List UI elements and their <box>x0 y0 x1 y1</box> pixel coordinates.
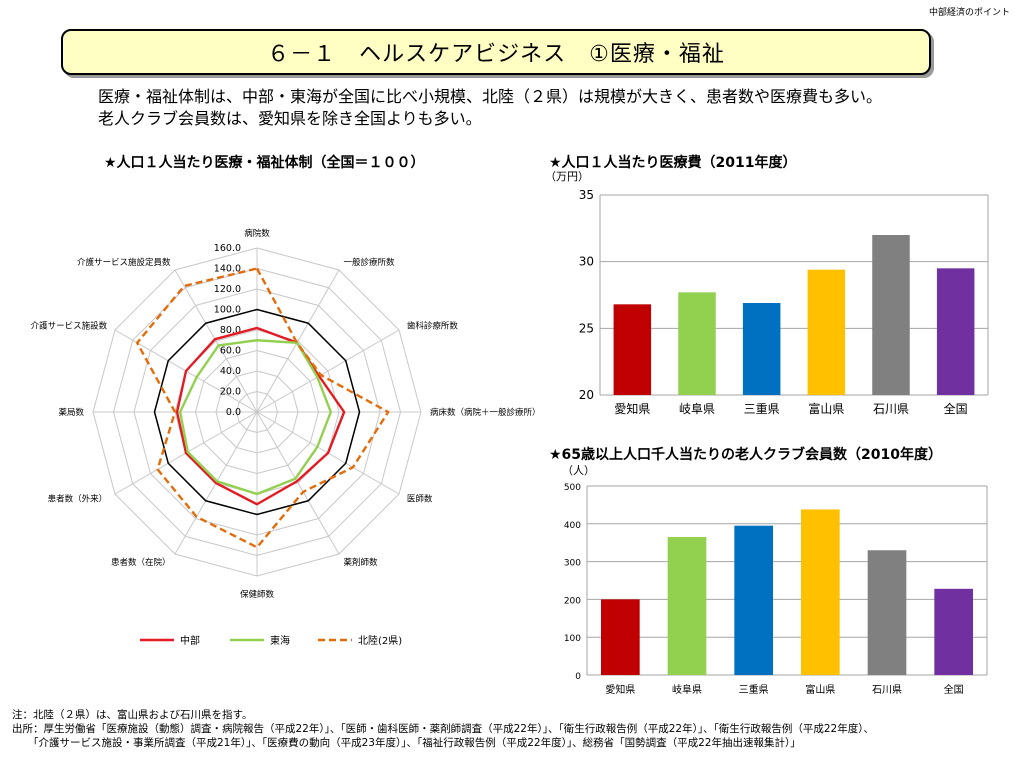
page-title: ６－１ ヘルスケアビジネス ①医療・福祉 <box>61 29 931 75</box>
source-line-2: 「介護サービス施設・事業所調査（平成21年）」、「医療費の動向（平成23年度）」… <box>28 737 801 749</box>
y-tick-label: 35 <box>579 188 594 202</box>
bar <box>936 268 975 395</box>
radar-series-line <box>135 267 390 549</box>
y-tick-label: 30 <box>579 255 594 269</box>
radar-tick-label: 80.0 <box>220 325 241 336</box>
bar <box>872 235 910 395</box>
radar-chart-title: ★人口１人当たり医療・福祉体制（全国＝１００） <box>104 155 425 171</box>
y-tick-label: 0 <box>575 672 581 682</box>
legend-label: 東海 <box>270 634 290 647</box>
radar-axis-label: 患者数（外来） <box>48 494 108 505</box>
radar-tick-label: 40.0 <box>220 366 241 377</box>
x-tick-label: 富山県 <box>808 401 844 416</box>
medical-cost-chart: 20 25 30 35 愛知県 岐阜県 三重県 富山県 石川県 全国 <box>579 188 989 416</box>
bar <box>601 599 640 675</box>
radar-series-line <box>175 326 346 506</box>
y-tick-label: 500 <box>564 483 581 493</box>
bar <box>867 550 907 675</box>
radar-spoke <box>256 411 340 555</box>
bar <box>742 303 781 395</box>
x-tick-label: 富山県 <box>805 683 835 696</box>
y-tick-label: 400 <box>564 521 581 531</box>
radar-axis-label: 介護サービス施設数 <box>31 321 108 332</box>
x-tick-label: 全国 <box>944 683 964 696</box>
radar-chart: 0.020.040.060.080.0100.0120.0140.0160.0病… <box>31 228 541 647</box>
bar <box>613 304 652 395</box>
bar <box>667 537 707 675</box>
x-tick-label: 石川県 <box>873 402 909 416</box>
radar-spoke <box>174 269 258 413</box>
radar-spoke <box>256 269 340 413</box>
radar-tick-label: 140.0 <box>214 264 241 275</box>
notes: 注：北陸（２県）は、富山県および石川県を指す。 出所：厚生労働省「医療施設（動態… <box>12 708 874 750</box>
legend-label: 北陸(2県) <box>358 634 402 647</box>
radar-reference-ring <box>153 308 361 516</box>
bar <box>734 525 773 675</box>
radar-tick-label: 100.0 <box>214 305 241 316</box>
note-line-1: 注：北陸（２県）は、富山県および石川県を指す。 <box>12 709 253 721</box>
bar <box>934 588 973 675</box>
x-tick-label: 岐阜県 <box>679 402 715 416</box>
bar <box>678 292 716 395</box>
y-tick-label: 300 <box>564 559 581 569</box>
elderly-club-chart-title: ★65歳以上人口千人当たりの老人クラブ会員数（2010年度） <box>549 447 942 463</box>
radar-axis-label: 保健師数 <box>240 589 275 600</box>
source-line-1: 出所：厚生労働省「医療施設（動態）調査・病院報告（平成22年）」、「医師・歯科医… <box>12 723 874 735</box>
x-tick-label: 石川県 <box>872 684 902 696</box>
x-tick-label: 三重県 <box>744 402 780 416</box>
radar-spoke <box>256 329 400 413</box>
x-tick-label: 岐阜県 <box>672 683 702 696</box>
radar-axis-label: 一般診療所数 <box>344 257 396 268</box>
radar-tick-label: 60.0 <box>220 346 241 357</box>
radar-axis-label: 病院数 <box>244 228 270 239</box>
radar-axis-label: 薬剤師数 <box>344 557 379 568</box>
y-tick-label: 200 <box>564 596 581 606</box>
legend-label: 中部 <box>180 634 200 647</box>
y-tick-label: 20 <box>579 388 594 402</box>
radar-axis-label: 介護サービス施設定員数 <box>77 257 171 268</box>
x-tick-label: 三重県 <box>739 683 769 696</box>
x-tick-label: 全国 <box>944 401 968 416</box>
radar-axis-label: 患者数（在院） <box>111 557 171 568</box>
radar-axis-label: 医師数 <box>407 494 433 505</box>
summary-line-1: 医療・福祉体制は、中部・東海が全国に比べ小規模、北陸（２県）は規模が大きく、患者… <box>98 87 883 106</box>
x-tick-label: 愛知県 <box>614 402 650 416</box>
summary-line-2: 老人クラブ会員数は、愛知県を除き全国よりも多い。 <box>98 109 482 128</box>
y-tick-label: 25 <box>579 321 594 335</box>
bar <box>801 509 840 675</box>
x-tick-label: 愛知県 <box>605 683 635 696</box>
radar-series-line <box>178 339 332 496</box>
radar-tick-label: 0.0 <box>226 407 241 418</box>
radar-axis-label: 薬局数 <box>58 407 84 418</box>
radar-tick-label: 160.0 <box>214 243 241 254</box>
radar-tick-label: 120.0 <box>214 284 241 295</box>
y-tick-label: 100 <box>564 634 581 644</box>
radar-axis-label: 歯科診療所数 <box>407 321 459 332</box>
elderly-club-chart: 0 100 200 300 400 500 愛知県 岐阜県 三重県 富山県 石川県 全国 <box>564 483 988 696</box>
medical-cost-unit: （万円） <box>545 170 589 183</box>
radar-axis-label: 病床数（病院＋一般診療所） <box>430 407 541 418</box>
corner-label: 中部経済のポイント <box>928 8 1010 18</box>
bar <box>807 269 846 395</box>
summary-text: 医療・福祉体制は、中部・東海が全国に比べ小規模、北陸（２県）は規模が大きく、患者… <box>98 86 882 130</box>
medical-cost-chart-title: ★人口１人当たり医療費（2011年度） <box>549 155 797 171</box>
radar-tick-label: 20.0 <box>220 387 241 398</box>
elderly-club-unit: （人） <box>562 464 595 477</box>
